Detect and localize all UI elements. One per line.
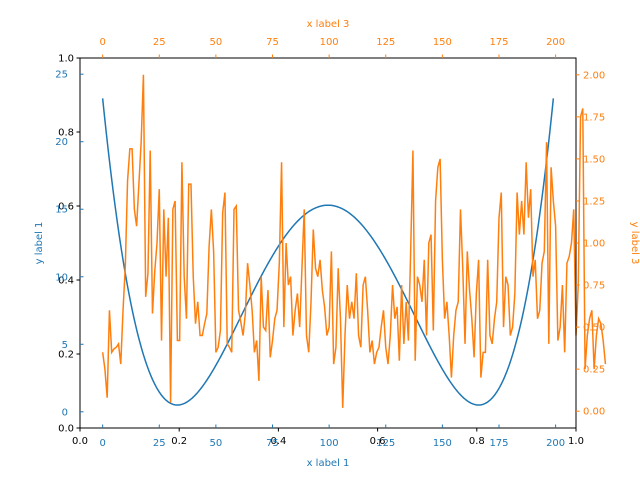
x-tick-label-outer: 1.0 — [568, 436, 584, 447]
x-tick-label-host: 100 — [320, 438, 339, 449]
series-line-host — [101, 98, 555, 406]
x-tick-label-outer: 0.8 — [469, 436, 485, 447]
y-axis-label-right: y label 3 — [629, 222, 640, 265]
x-tick-label-outer: 0.0 — [72, 436, 88, 447]
x-tick-label-outer: 0.6 — [370, 436, 386, 447]
x-tick-label-host: 25 — [153, 438, 166, 449]
y-tick-label-parasite: 0.75 — [583, 281, 605, 292]
y-tick-label-parasite: 1.00 — [583, 239, 605, 250]
x-tick-label-host: 175 — [489, 438, 508, 449]
x-axis-label-top: x label 3 — [307, 19, 350, 30]
y-tick-label-host: 25 — [55, 70, 68, 81]
x-tick-label-parasite: 100 — [320, 37, 339, 48]
x-tick-label-host: 50 — [210, 438, 223, 449]
y-tick-label-parasite: 0.00 — [583, 407, 605, 418]
x-tick-label-host: 75 — [266, 438, 279, 449]
y-tick-label-parasite: 0.50 — [583, 323, 605, 334]
series-line-parasite — [101, 74, 607, 408]
host-axes-ticks: 0 25 50 75 100 125 150 175 200 0 5 10 15 20 25 — [55, 70, 565, 449]
y-tick-label-host: 10 — [55, 272, 68, 283]
y-tick-label-host: 20 — [55, 137, 68, 148]
y-tick-label-host: 15 — [55, 205, 68, 216]
plot-area — [101, 74, 607, 408]
y-tick-label-parasite: 1.50 — [583, 154, 605, 165]
y-tick-label-outer: 0.0 — [58, 424, 74, 435]
y-tick-label-host: 0 — [62, 407, 68, 418]
x-tick-label-parasite: 75 — [266, 37, 279, 48]
y-tick-label-parasite: 2.00 — [583, 70, 605, 81]
x-tick-label-parasite: 0 — [99, 37, 105, 48]
x-tick-label-host: 0 — [99, 438, 105, 449]
x-tick-label-outer: 0.4 — [270, 436, 286, 447]
y-tick-label-outer: 0.6 — [58, 202, 74, 213]
y-tick-label-parasite: 1.25 — [583, 196, 605, 207]
x-tick-label-parasite: 25 — [153, 37, 166, 48]
x-tick-label-parasite: 200 — [546, 37, 565, 48]
x-tick-label-outer: 0.2 — [171, 436, 187, 447]
x-tick-label-parasite: 175 — [489, 37, 508, 48]
x-tick-label-host: 125 — [376, 438, 395, 449]
x-axis-label-bottom: x label 1 — [307, 458, 350, 469]
x-tick-label-parasite: 125 — [376, 37, 395, 48]
outer-axes-ticks: 0.0 0.2 0.4 0.6 0.8 1.0 0.0 0.2 0.4 0.6 0.8 1.0 — [58, 54, 584, 448]
x-tick-label-parasite: 50 — [210, 37, 223, 48]
x-tick-label-host: 150 — [433, 438, 452, 449]
y-axis-label-left: y label 1 — [34, 222, 45, 265]
y-tick-label-outer: 0.8 — [58, 128, 74, 139]
y-tick-label-outer: 0.2 — [58, 350, 74, 361]
y-tick-label-parasite: 0.25 — [583, 365, 605, 376]
y-tick-label-parasite: 1.75 — [583, 112, 605, 123]
y-tick-label-outer: 0.4 — [58, 276, 74, 287]
parasite-axes-ticks: 0 25 50 75 100 125 150 175 200 0.00 0.25 0.50 0.75 1.… — [99, 37, 605, 418]
x-tick-label-parasite: 150 — [433, 37, 452, 48]
y-tick-label-outer: 1.0 — [58, 54, 74, 65]
x-tick-label-host: 200 — [546, 438, 565, 449]
y-tick-label-host: 5 — [62, 340, 68, 351]
